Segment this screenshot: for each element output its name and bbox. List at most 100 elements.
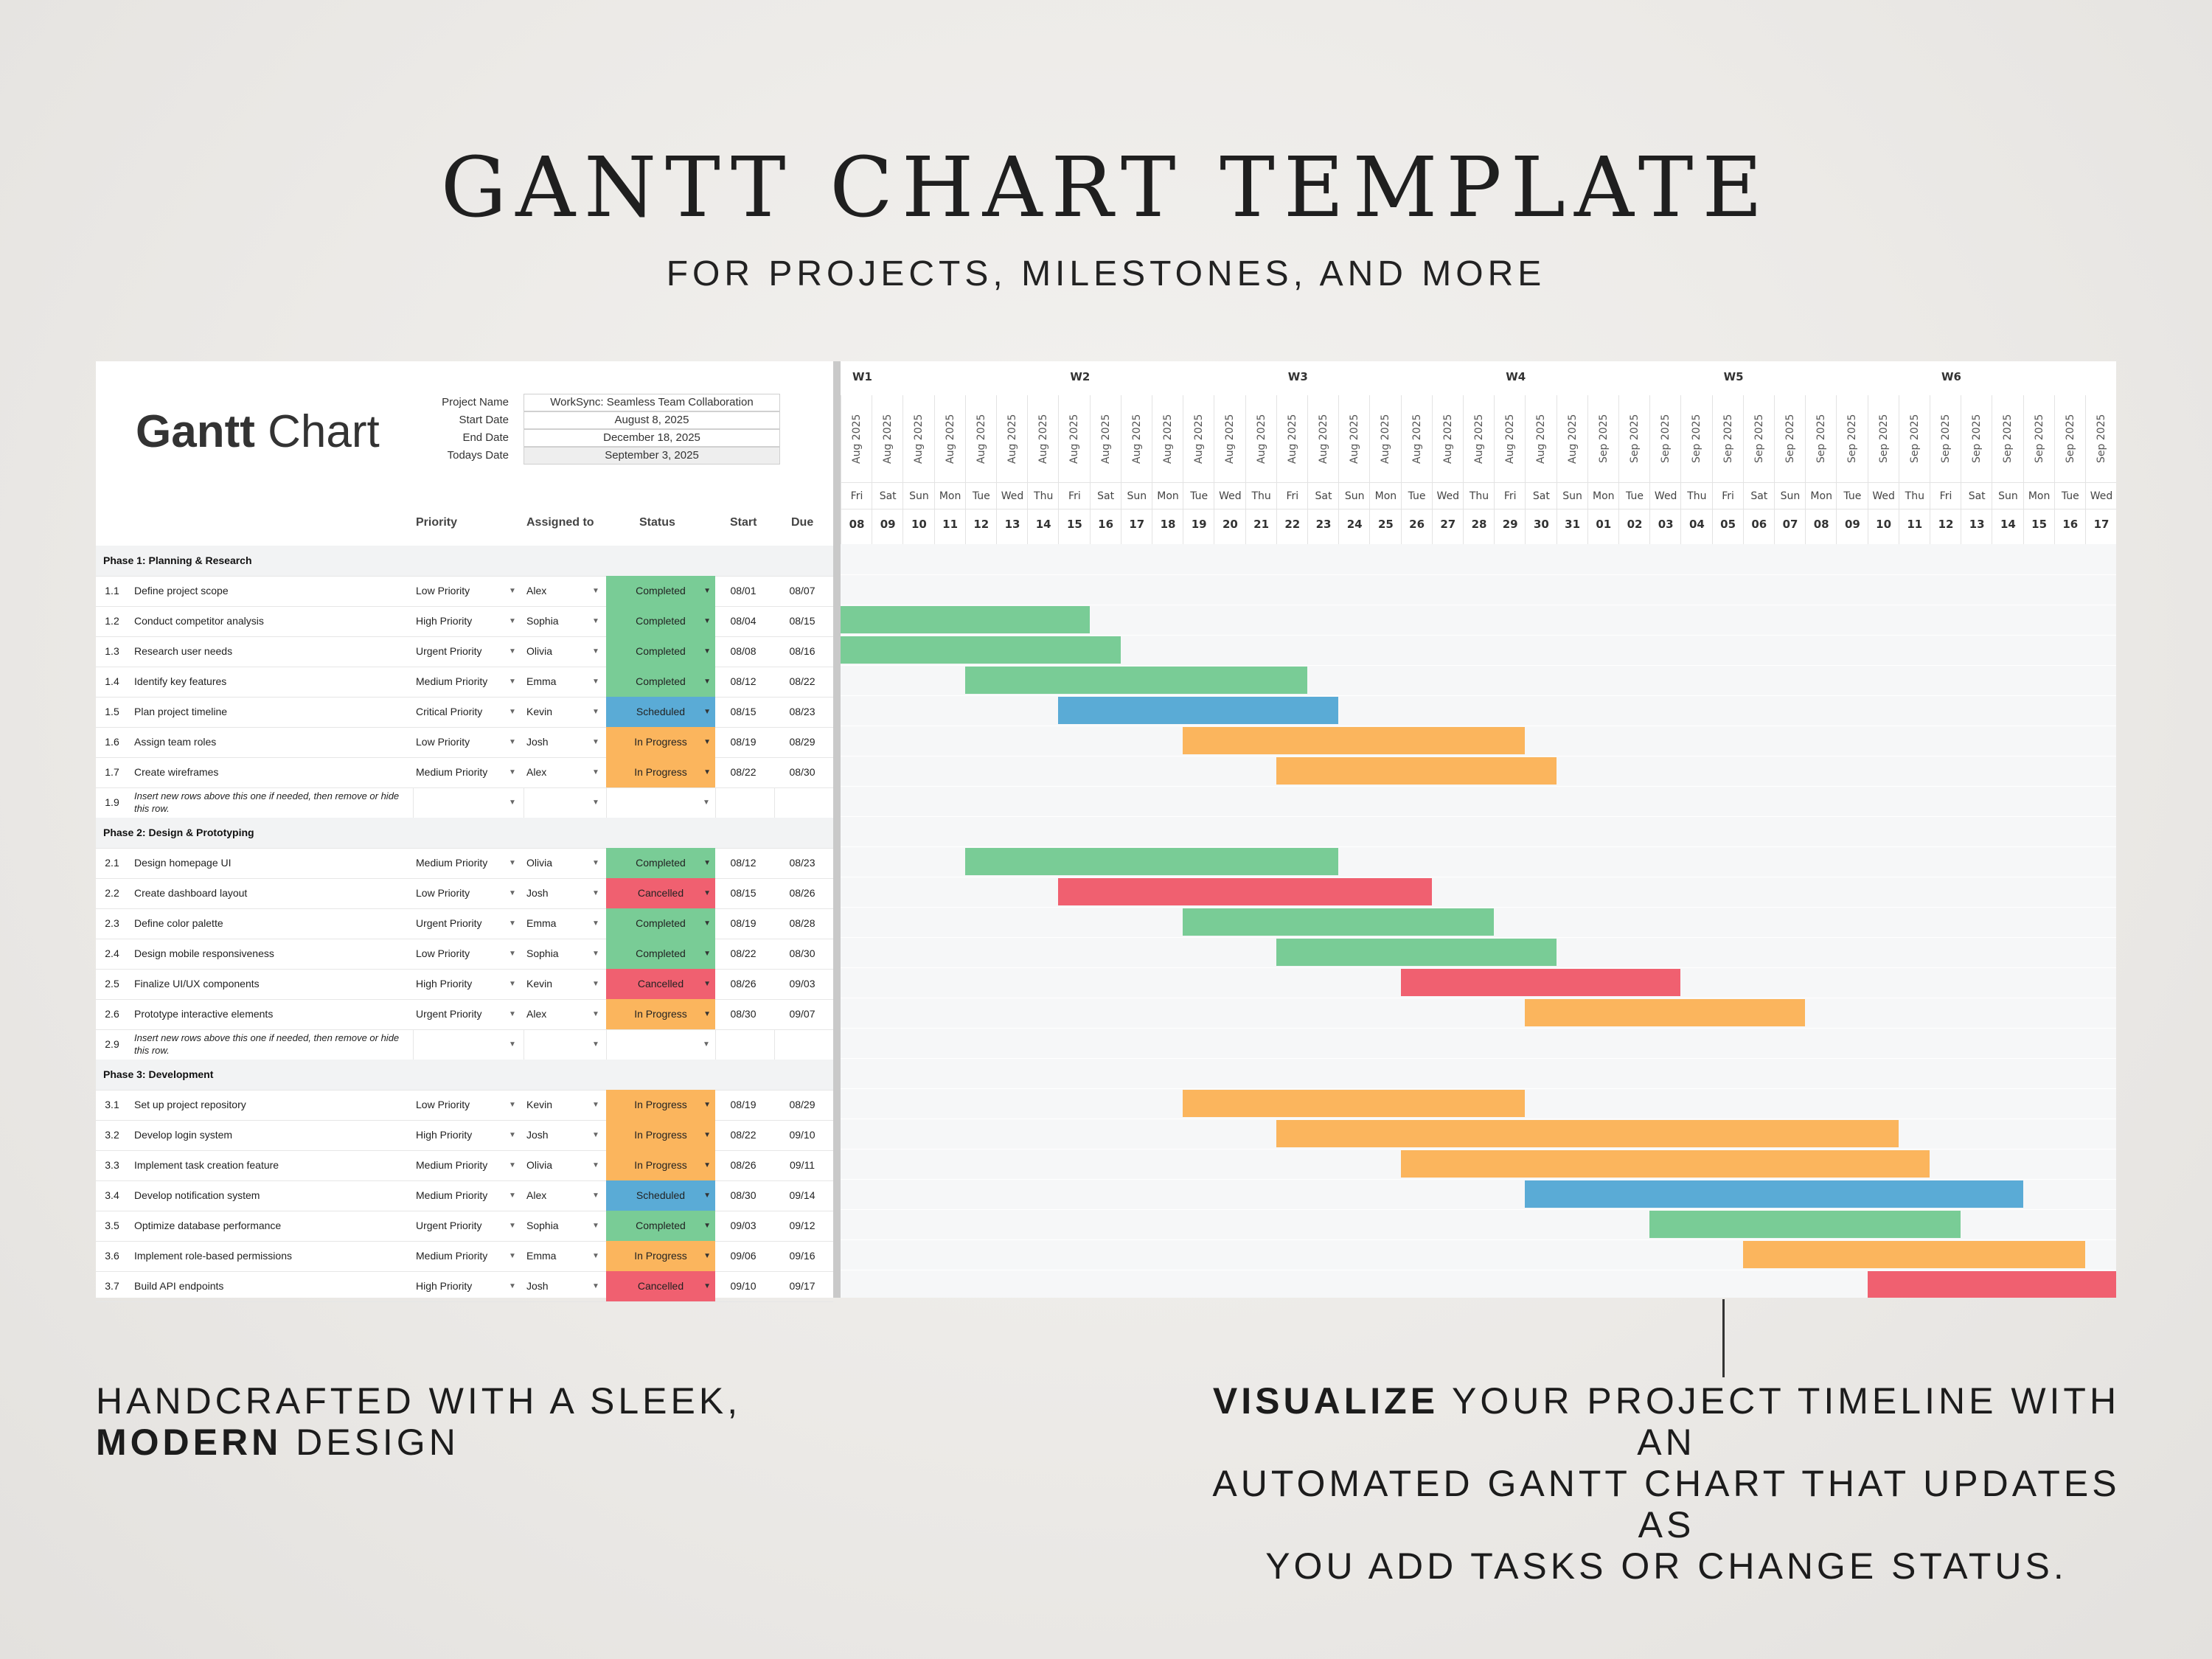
due-date[interactable]: 08/22 — [789, 675, 815, 687]
chevron-down-icon[interactable]: ▼ — [703, 1161, 711, 1169]
chevron-down-icon[interactable]: ▼ — [509, 799, 516, 807]
chevron-down-icon[interactable]: ▼ — [703, 950, 711, 958]
priority-select[interactable]: Urgent Priority — [416, 1008, 482, 1020]
chevron-down-icon[interactable]: ▼ — [592, 889, 599, 897]
due-date[interactable]: 08/26 — [789, 887, 815, 899]
chevron-down-icon[interactable]: ▼ — [509, 1222, 516, 1230]
status-badge[interactable]: Completed ▼ — [606, 939, 715, 969]
chevron-down-icon[interactable]: ▼ — [703, 647, 711, 655]
start-date[interactable]: 08/04 — [730, 615, 757, 627]
status-badge[interactable]: Completed ▼ — [606, 848, 715, 878]
status-badge[interactable]: Completed ▼ — [606, 636, 715, 667]
status-badge[interactable]: Completed ▼ — [606, 667, 715, 697]
priority-select[interactable]: Medium Priority — [416, 766, 488, 778]
chevron-down-icon[interactable]: ▼ — [592, 919, 599, 928]
due-date[interactable]: 08/23 — [789, 857, 815, 869]
chevron-down-icon[interactable]: ▼ — [592, 980, 599, 988]
meta-value[interactable]: September 3, 2025 — [524, 447, 780, 465]
chevron-down-icon[interactable]: ▼ — [509, 950, 516, 958]
due-date[interactable]: 09/07 — [789, 1008, 815, 1020]
meta-value[interactable]: August 8, 2025 — [524, 411, 780, 429]
assignee-select[interactable]: Olivia — [526, 1159, 553, 1171]
due-date[interactable]: 09/16 — [789, 1250, 815, 1262]
task-name[interactable]: Implement role-based permissions — [134, 1250, 292, 1262]
assignee-select[interactable]: Sophia — [526, 1220, 559, 1231]
gantt-bar[interactable] — [1058, 878, 1432, 905]
start-date[interactable]: 08/30 — [730, 1008, 757, 1020]
priority-select[interactable]: Urgent Priority — [416, 917, 482, 929]
priority-select[interactable]: Medium Priority — [416, 675, 488, 687]
chevron-down-icon[interactable]: ▼ — [703, 587, 711, 595]
start-date[interactable]: 08/19 — [730, 1099, 757, 1110]
assignee-select[interactable]: Emma — [526, 675, 557, 687]
task-name[interactable]: Build API endpoints — [134, 1280, 224, 1292]
meta-value[interactable]: WorkSync: Seamless Team Collaboration — [524, 394, 780, 411]
due-date[interactable]: 09/11 — [790, 1159, 815, 1171]
chevron-down-icon[interactable]: ▼ — [703, 1252, 711, 1260]
chevron-down-icon[interactable]: ▼ — [703, 859, 711, 867]
assignee-select[interactable]: Josh — [526, 1129, 549, 1141]
status-badge[interactable]: In Progress ▼ — [606, 999, 715, 1029]
start-date[interactable]: 08/30 — [730, 1189, 757, 1201]
priority-select[interactable]: Medium Priority — [416, 1189, 488, 1201]
priority-select[interactable]: High Priority — [416, 978, 473, 990]
task-name[interactable]: Implement task creation feature — [134, 1159, 279, 1171]
due-date[interactable]: 08/23 — [789, 706, 815, 717]
chevron-down-icon[interactable]: ▼ — [509, 768, 516, 776]
task-name[interactable]: Create dashboard layout — [134, 887, 248, 899]
task-name[interactable]: Develop notification system — [134, 1189, 260, 1201]
status-badge[interactable]: Cancelled ▼ — [606, 969, 715, 999]
start-date[interactable]: 08/01 — [730, 585, 757, 597]
chevron-down-icon[interactable]: ▼ — [592, 1192, 599, 1200]
status-badge[interactable]: In Progress ▼ — [606, 727, 715, 757]
chevron-down-icon[interactable]: ▼ — [509, 708, 516, 716]
task-name[interactable]: Optimize database performance — [134, 1220, 282, 1231]
assignee-select[interactable]: Emma — [526, 1250, 557, 1262]
chevron-down-icon[interactable]: ▼ — [592, 738, 599, 746]
task-name[interactable]: Design homepage UI — [134, 857, 232, 869]
chevron-down-icon[interactable]: ▼ — [703, 1010, 711, 1018]
task-name[interactable]: Create wireframes — [134, 766, 219, 778]
chevron-down-icon[interactable]: ▼ — [592, 1131, 599, 1139]
chevron-down-icon[interactable]: ▼ — [592, 617, 599, 625]
assignee-select[interactable]: Alex — [526, 766, 547, 778]
task-name[interactable]: Set up project repository — [134, 1099, 246, 1110]
gantt-bar[interactable] — [964, 848, 1339, 875]
start-date[interactable]: 09/03 — [730, 1220, 757, 1231]
priority-select[interactable]: Urgent Priority — [416, 1220, 482, 1231]
status-badge[interactable]: In Progress ▼ — [606, 1090, 715, 1120]
assignee-select[interactable]: Alex — [526, 1189, 547, 1201]
start-date[interactable]: 08/12 — [730, 675, 757, 687]
chevron-down-icon[interactable]: ▼ — [592, 678, 599, 686]
gantt-bar[interactable] — [1525, 1180, 2023, 1208]
status-badge[interactable]: Completed ▼ — [606, 606, 715, 636]
gantt-bar[interactable] — [1183, 1090, 1526, 1117]
gantt-bar[interactable] — [1276, 757, 1557, 785]
start-date[interactable]: 08/22 — [730, 1129, 757, 1141]
due-date[interactable]: 08/30 — [789, 766, 815, 778]
assignee-select[interactable]: Sophia — [526, 615, 559, 627]
task-name[interactable]: Conduct competitor analysis — [134, 615, 264, 627]
task-name[interactable]: Define color palette — [134, 917, 223, 929]
chevron-down-icon[interactable]: ▼ — [703, 1131, 711, 1139]
due-date[interactable]: 08/16 — [789, 645, 815, 657]
start-date[interactable]: 09/06 — [730, 1250, 757, 1262]
chevron-down-icon[interactable]: ▼ — [509, 1131, 516, 1139]
priority-select[interactable]: Medium Priority — [416, 1159, 488, 1171]
chevron-down-icon[interactable]: ▼ — [592, 587, 599, 595]
priority-select[interactable]: High Priority — [416, 1280, 473, 1292]
chevron-down-icon[interactable]: ▼ — [703, 1192, 711, 1200]
start-date[interactable]: 08/26 — [730, 978, 757, 990]
task-name[interactable]: Assign team roles — [134, 736, 217, 748]
chevron-down-icon[interactable]: ▼ — [592, 950, 599, 958]
due-date[interactable]: 09/14 — [789, 1189, 815, 1201]
status-badge[interactable]: Completed ▼ — [606, 576, 715, 606]
gantt-bar[interactable] — [1058, 697, 1339, 724]
chevron-down-icon[interactable]: ▼ — [592, 768, 599, 776]
chevron-down-icon[interactable]: ▼ — [509, 1040, 516, 1048]
priority-select[interactable]: Medium Priority — [416, 1250, 488, 1262]
start-date[interactable]: 09/10 — [730, 1280, 757, 1292]
chevron-down-icon[interactable]: ▼ — [703, 919, 711, 928]
task-name[interactable]: Define project scope — [134, 585, 229, 597]
due-date[interactable]: 08/15 — [789, 615, 815, 627]
